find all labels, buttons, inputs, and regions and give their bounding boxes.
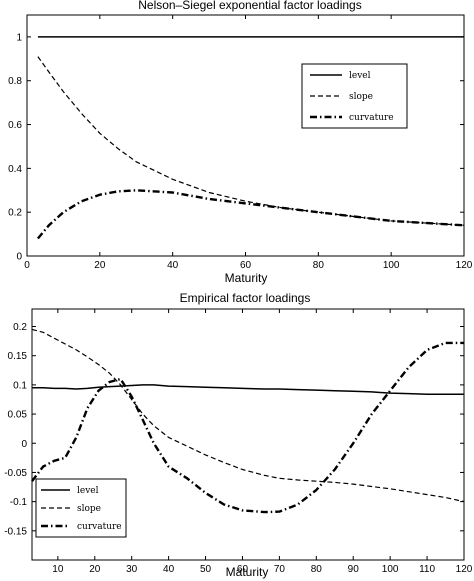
legend-label-curvature: curvature	[77, 522, 122, 532]
y-tick-label: 0.15	[8, 351, 28, 362]
y-tick-label: 0	[21, 439, 27, 450]
x-axis-label: Maturity	[225, 271, 268, 285]
y-tick-label: 0.05	[8, 410, 28, 421]
x-tick-label: 120	[456, 564, 473, 575]
y-tick-label: 0.1	[13, 380, 27, 391]
x-tick-label: 60	[240, 260, 252, 271]
plot-frame	[26, 14, 465, 257]
y-tick-label: 0	[16, 252, 22, 263]
legend-label-curvature: curvature	[349, 113, 394, 123]
series-group	[36, 36, 465, 240]
legend: level slope curvature	[301, 63, 408, 129]
x-tick-label: 80	[313, 260, 325, 271]
series-group	[31, 328, 465, 514]
x-axis-ticks: 10 20 30 40 50 60 70 80 90 100 110 120	[52, 309, 473, 575]
x-axis-label: Maturity	[226, 565, 269, 579]
y-tick-label: 1	[16, 32, 22, 43]
x-tick-label: 120	[456, 260, 473, 271]
series-line-level	[32, 384, 464, 395]
x-tick-label: 20	[89, 564, 101, 575]
y-tick-label: 0.2	[8, 208, 22, 219]
y-tick-label: -0.15	[4, 526, 27, 537]
legend: level slope curvature	[35, 478, 127, 538]
x-tick-label: 0	[24, 260, 30, 271]
series-line-curvature	[36, 189, 465, 240]
empirical-loadings-chart: Empirical factor loadings 10 20 30 40 50 60 70…	[4, 291, 473, 579]
x-tick-label: 100	[382, 564, 399, 575]
x-tick-label: 50	[200, 564, 212, 575]
x-tick-label: 40	[167, 260, 179, 271]
y-tick-label: -0.1	[10, 497, 28, 508]
legend-label-level: level	[77, 486, 99, 496]
y-tick-label: 0.2	[13, 322, 27, 333]
series-line-curvature	[31, 341, 464, 514]
x-tick-label: 10	[52, 564, 64, 575]
y-tick-label: 0.6	[8, 120, 22, 131]
legend-label-level: level	[349, 71, 371, 81]
x-tick-label: 20	[94, 260, 106, 271]
x-tick-label: 70	[274, 564, 286, 575]
series-line-slope	[37, 56, 465, 226]
series-line-slope	[31, 328, 465, 503]
ns-loadings-chart: Nelson–Siegel exponential factor loading…	[8, 0, 473, 285]
y-tick-label: 0.4	[8, 164, 22, 175]
y-axis-ticks: -0.15 -0.1 -0.05 0 0.05 0.1 0.15 0.2	[4, 322, 464, 537]
legend-label-slope: slope	[77, 504, 101, 514]
legend-label-slope: slope	[349, 92, 373, 102]
x-tick-label: 110	[419, 564, 435, 575]
chart-title: Empirical factor loadings	[180, 291, 311, 305]
x-axis-ticks: 0 20 40 60 80 100 120	[24, 15, 473, 271]
plot-frame	[31, 308, 465, 561]
x-tick-label: 60	[237, 564, 249, 575]
y-tick-label: 0.8	[8, 76, 22, 87]
chart-title: Nelson–Siegel exponential factor loading…	[138, 0, 361, 12]
x-tick-label: 40	[163, 564, 175, 575]
x-tick-label: 80	[311, 564, 323, 575]
x-tick-label: 90	[348, 564, 360, 575]
y-tick-label: -0.05	[4, 468, 27, 479]
y-axis-ticks: 0 0.2 0.4 0.6 0.8 1	[8, 32, 464, 263]
x-tick-label: 30	[126, 564, 138, 575]
x-tick-label: 100	[383, 260, 400, 271]
